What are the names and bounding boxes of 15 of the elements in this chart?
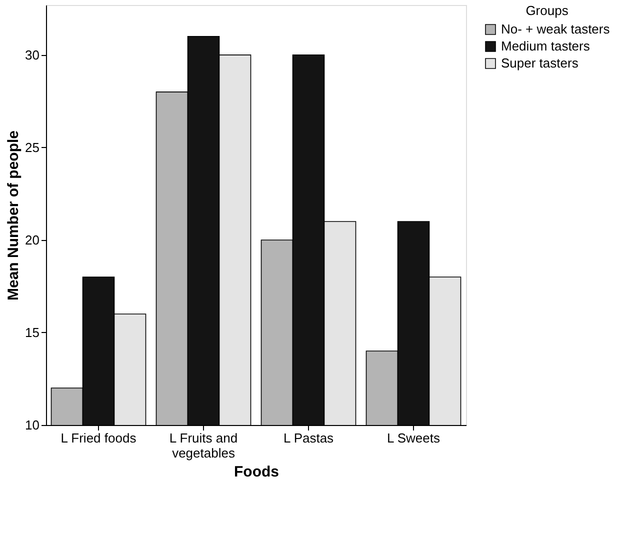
x-axis-title: Foods — [234, 464, 279, 480]
y-axis-title: Mean Number of people — [5, 130, 22, 301]
legend-label: No- + weak tasters — [501, 22, 610, 36]
y-tick-label: 25 — [25, 140, 40, 155]
y-tick-label: 30 — [25, 47, 40, 62]
legend-label: Super tasters — [501, 56, 579, 70]
y-tick-label: 15 — [25, 324, 40, 340]
x-tick-label: L Fruits and vegetables — [169, 430, 238, 460]
legend-title: Groups — [526, 3, 569, 18]
y-tick-label: 10 — [25, 418, 40, 432]
y-tick-label: 20 — [25, 232, 40, 248]
legend-label: Medium tasters — [501, 38, 590, 54]
x-tick-label: L Fried foods — [60, 430, 137, 446]
x-tick-label: L Sweets — [387, 430, 440, 446]
x-tick-label: L Pastas — [283, 430, 334, 446]
